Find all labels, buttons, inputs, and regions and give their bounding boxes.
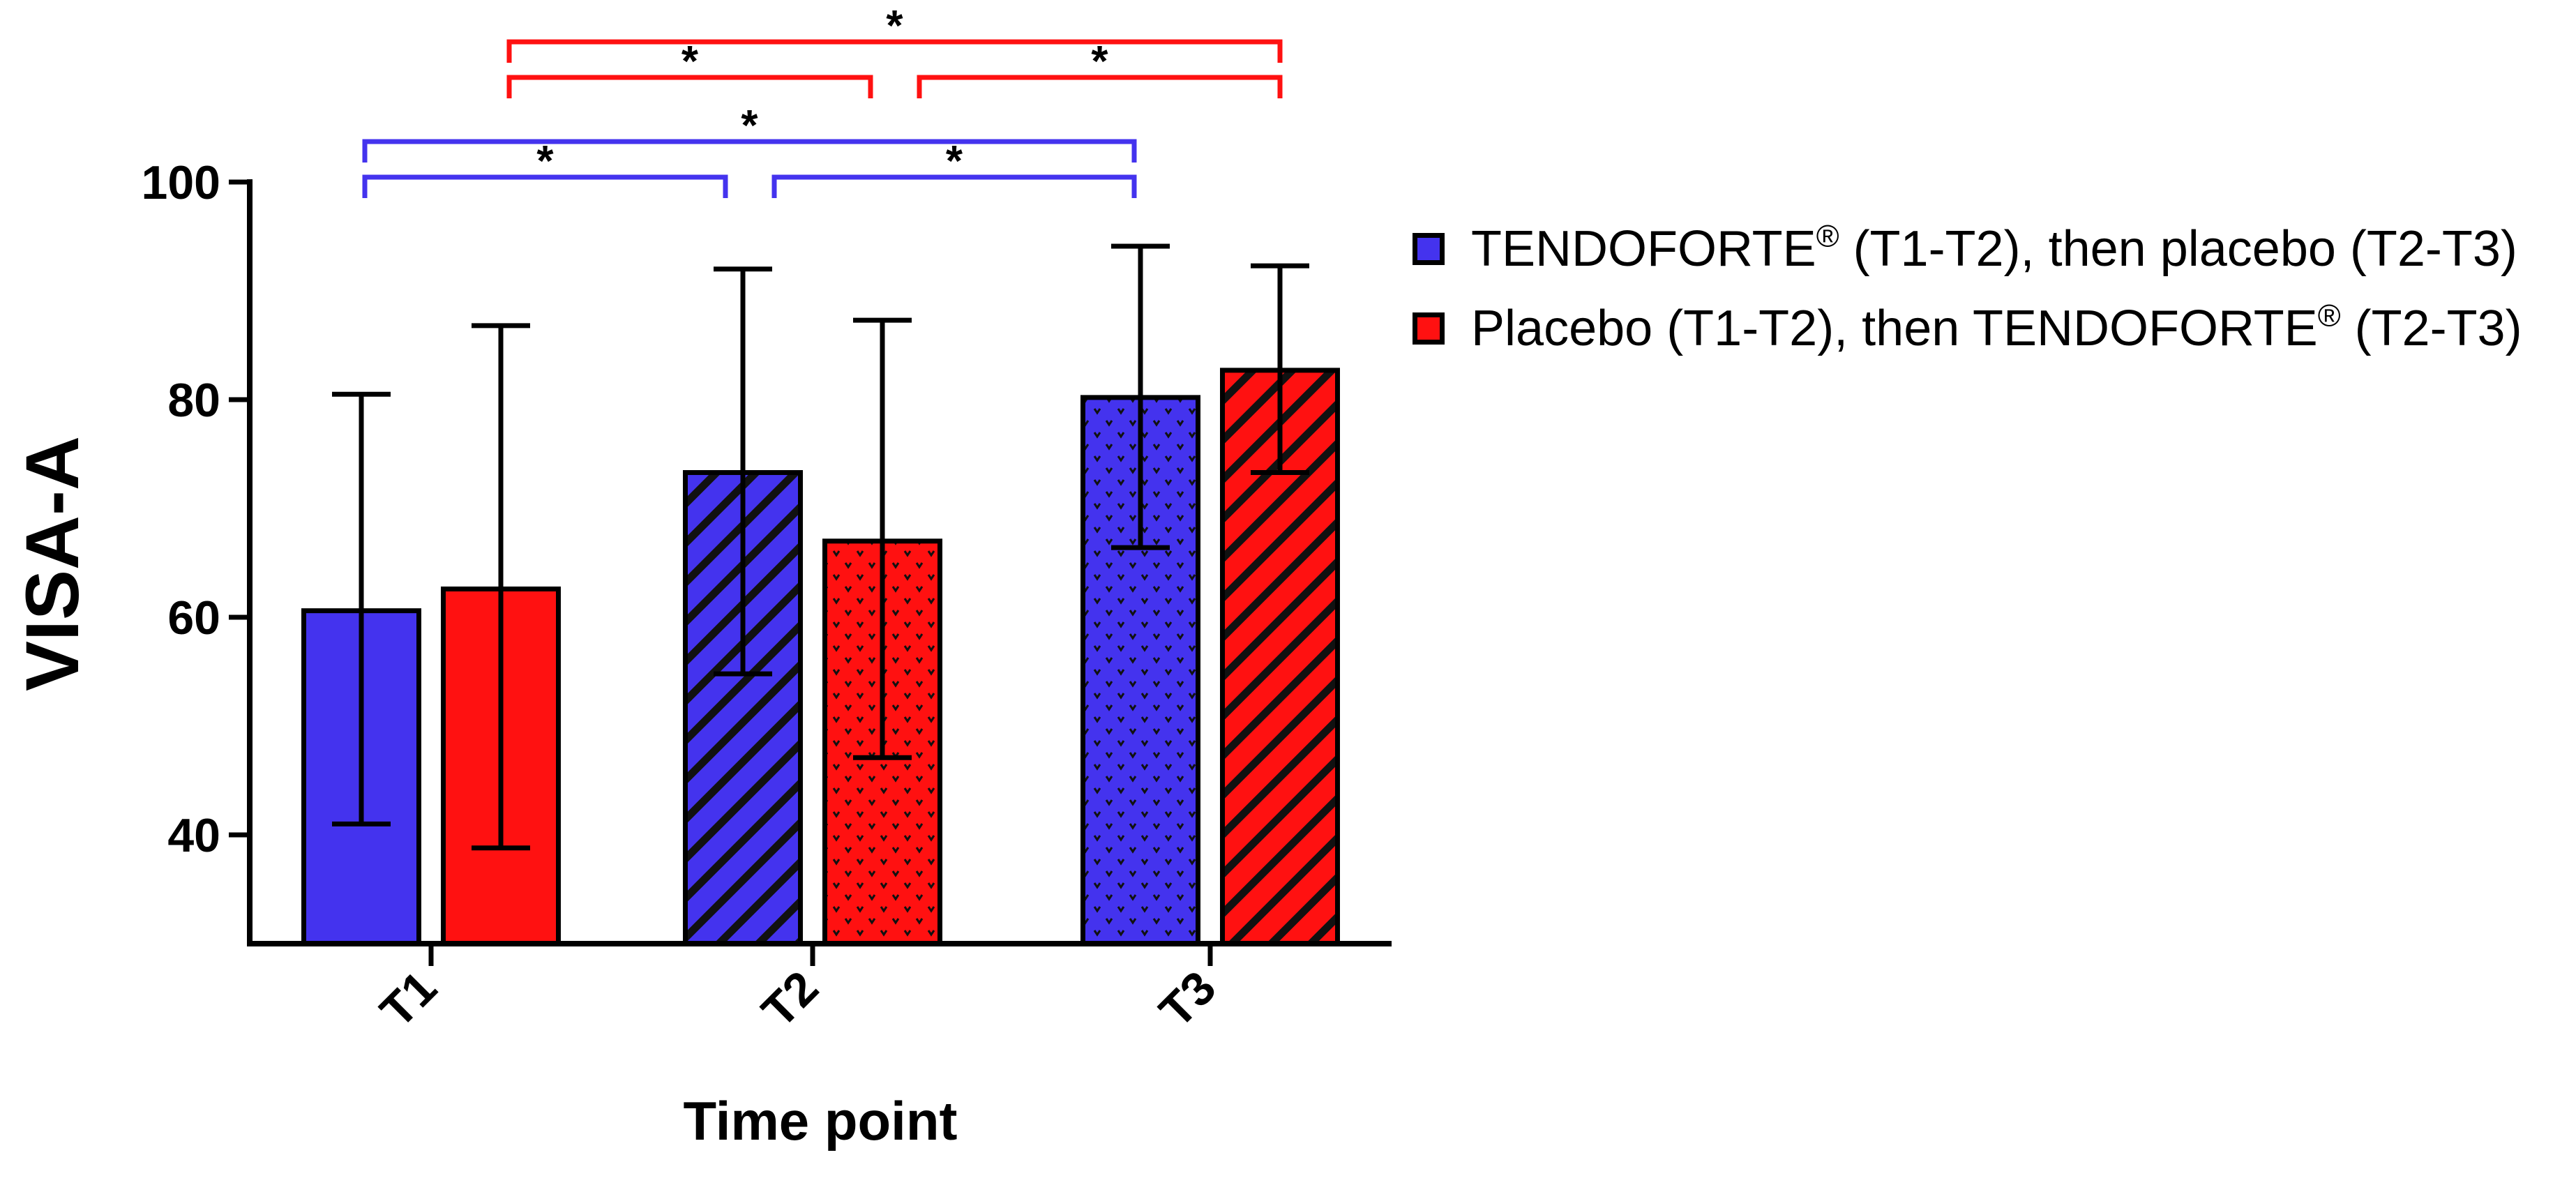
- significance-bracket-4: [506, 75, 873, 98]
- x-tick-label-t3: T3: [1150, 961, 1226, 1038]
- legend-item-series-2: Placebo (T1-T2), then TENDOFORTE® (T2-T3…: [1413, 289, 2522, 368]
- significance-star-3: *: [741, 102, 758, 150]
- y-tick-label-40: 40: [167, 809, 220, 862]
- significance-bracket-2: [771, 174, 1137, 198]
- legend-item-series-1: TENDOFORTE® (T1-T2), then placebo (T2-T3…: [1413, 209, 2522, 289]
- significance-bracket-3: [362, 139, 1137, 163]
- significance-bracket-6: [506, 39, 1283, 63]
- legend-label-series-1: TENDOFORTE® (T1-T2), then placebo (T2-T3…: [1471, 219, 2517, 277]
- x-tick-label-t2: T2: [752, 961, 829, 1038]
- significance-star-1: *: [536, 137, 554, 186]
- y-axis-title: VISA-A: [10, 436, 94, 691]
- legend-label-series-2: Placebo (T1-T2), then TENDOFORTE® (T2-T3…: [1471, 299, 2522, 356]
- y-tick-label-100: 100: [142, 156, 220, 209]
- legend-swatch-series-1: [1413, 233, 1445, 265]
- significance-star-2: *: [946, 137, 963, 186]
- legend: TENDOFORTE® (T1-T2), then placebo (T2-T3…: [1413, 209, 2522, 368]
- legend-swatch-series-2: [1413, 312, 1445, 345]
- y-tick-label-60: 60: [167, 591, 220, 644]
- x-axis-title: Time point: [684, 1090, 958, 1152]
- x-tick-label-t1: T1: [370, 961, 447, 1038]
- significance-bracket-1: [362, 174, 728, 198]
- significance-star-6: *: [886, 2, 903, 50]
- significance-star-4: *: [681, 38, 699, 86]
- y-tick-label-80: 80: [167, 374, 220, 427]
- significance-bracket-5: [917, 75, 1283, 98]
- significance-star-5: *: [1091, 38, 1108, 86]
